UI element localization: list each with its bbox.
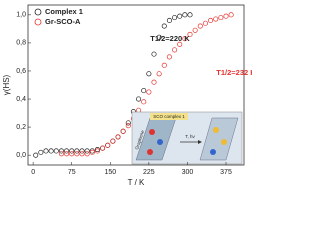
y-tick-label: 0,2 — [16, 124, 26, 131]
molecule — [213, 127, 219, 133]
y-tick-label: 0,8 — [16, 40, 26, 47]
data-point — [223, 13, 229, 19]
data-point — [115, 134, 121, 140]
data-point — [166, 54, 172, 60]
data-point — [161, 62, 167, 68]
data-point — [94, 147, 100, 153]
data-point — [161, 23, 167, 29]
data-point — [89, 148, 95, 154]
y-tick-label: 0,0 — [16, 152, 26, 159]
data-point — [58, 151, 64, 157]
data-point — [177, 41, 183, 47]
x-tick-label: 225 — [143, 169, 155, 176]
data-point — [69, 151, 75, 157]
data-point — [79, 151, 85, 157]
data-point — [74, 151, 80, 157]
data-point — [208, 17, 214, 23]
data-point — [228, 12, 234, 18]
data-point — [58, 148, 64, 154]
data-point — [89, 149, 95, 155]
data-point — [166, 17, 172, 23]
data-point — [202, 20, 208, 26]
data-point — [105, 142, 111, 148]
annotation: T1/2=232 K — [216, 68, 252, 77]
x-tick-label: 75 — [68, 169, 76, 176]
data-point — [84, 148, 90, 154]
legend-marker — [34, 18, 42, 26]
data-point — [125, 123, 131, 129]
data-point — [64, 151, 70, 157]
data-point — [146, 89, 152, 95]
data-point — [110, 138, 116, 144]
data-point — [197, 23, 203, 29]
inset-label: SCO complex 1 — [153, 114, 185, 119]
y-tick-label: 0,4 — [16, 96, 26, 103]
data-point — [141, 88, 147, 94]
data-point — [69, 148, 75, 154]
legend-label: Gr-SCO-A — [45, 17, 81, 26]
data-point — [64, 148, 70, 154]
molecule — [149, 129, 155, 135]
data-point — [79, 148, 85, 154]
molecule — [210, 149, 216, 155]
data-point — [84, 151, 90, 157]
x-axis-label: T / K — [128, 178, 145, 187]
data-point — [151, 51, 157, 57]
arrow-head — [198, 140, 202, 144]
data-point — [94, 148, 100, 154]
plot-frame — [27, 4, 245, 166]
data-point — [172, 47, 178, 53]
data-point — [177, 13, 183, 19]
molecule — [157, 139, 163, 145]
graphene-sheet — [199, 117, 239, 161]
legend-label: Complex 1 — [45, 7, 83, 16]
data-point — [38, 149, 44, 155]
data-point — [172, 15, 178, 21]
x-tick-label: 0 — [31, 169, 35, 176]
data-point — [100, 145, 106, 151]
y-tick-label: 1,0 — [16, 12, 26, 19]
annotation: T1/2=220 K — [150, 34, 190, 43]
inset-label: Graphene — [134, 129, 145, 150]
data-point — [53, 148, 59, 154]
data-point — [182, 12, 188, 18]
data-point — [141, 99, 147, 105]
data-point — [192, 27, 198, 33]
data-point — [187, 31, 193, 38]
y-axis-label: γ(HS) — [2, 74, 11, 95]
data-point — [182, 36, 188, 42]
data-point — [43, 148, 49, 154]
inset-label: T, hν — [185, 134, 195, 139]
data-point — [120, 128, 126, 134]
data-point — [213, 16, 219, 22]
molecule — [147, 149, 153, 155]
data-point — [125, 120, 131, 126]
data-point — [156, 71, 162, 77]
data-point — [48, 148, 54, 154]
legend-marker — [34, 8, 42, 16]
data-point — [74, 148, 80, 154]
data-point — [136, 96, 142, 102]
y-tick-label: 0,6 — [16, 68, 26, 75]
molecule — [221, 139, 227, 145]
x-tick-label: 300 — [182, 169, 194, 176]
data-point — [156, 34, 162, 40]
inset-image: SCO complex 1 Graphene T, hν — [131, 111, 243, 165]
data-point — [218, 15, 224, 21]
data-point — [187, 12, 193, 18]
data-point — [33, 152, 39, 158]
x-tick-label: 150 — [104, 169, 116, 176]
label-box — [150, 113, 188, 120]
chart: T / K γ(HS) SCO complex 1 Graphene T, hν… — [2, 4, 252, 187]
data-point — [151, 79, 157, 85]
data-point — [146, 71, 152, 77]
x-tick-label: 375 — [220, 169, 232, 176]
